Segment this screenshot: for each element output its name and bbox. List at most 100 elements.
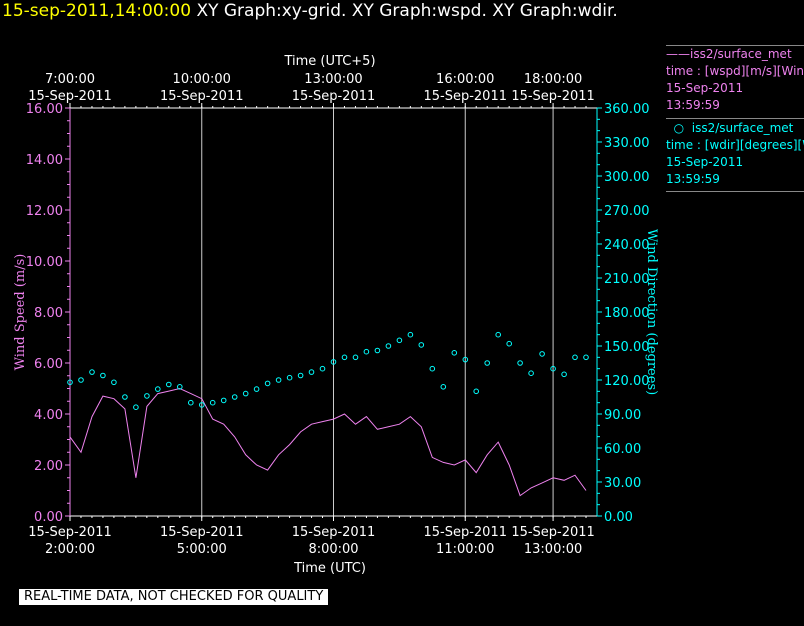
top-tick-time: 18:00:00	[524, 72, 582, 87]
wind-direction-point	[484, 360, 491, 366]
legend-wdir-time: 13:59:59	[666, 172, 720, 186]
wind-speed-series	[69, 387, 587, 497]
wind-direction-point	[199, 402, 205, 408]
wind-direction-point	[561, 371, 567, 378]
bottom-tick-date: 15-Sep-2011	[160, 525, 244, 540]
bottom-tick-time: 8:00:00	[308, 542, 358, 557]
legend-divider	[666, 191, 804, 192]
left-tick-label: 14.00	[26, 153, 63, 168]
wind-direction-point	[495, 331, 502, 338]
wind-direction-point	[308, 369, 315, 375]
right-tick-label: 360.00	[604, 102, 650, 117]
left-tick-label: 16.00	[26, 102, 63, 117]
wind-speed-line	[69, 387, 587, 497]
bottom-tick-time: 11:00:00	[436, 542, 494, 557]
wind-direction-point	[166, 381, 172, 388]
top-tick-date: 15-Sep-2011	[160, 89, 244, 104]
wind-direction-point	[550, 365, 556, 372]
right-tick-label: 210.00	[604, 272, 650, 287]
right-tick-label: 30.00	[604, 476, 641, 491]
bottom-tick-time: 5:00:00	[177, 542, 227, 557]
top-x-axis: 7:00:00 15-Sep-2011 10:00:00 15-Sep-2011 13:…	[28, 72, 595, 108]
wind-direction-point	[67, 379, 73, 386]
bottom-tick-date: 15-Sep-2011	[511, 525, 595, 540]
wind-direction-point	[330, 359, 337, 365]
wind-direction-point	[89, 369, 95, 375]
right-tick-label: 240.00	[604, 238, 650, 253]
right-tick-label: 180.00	[604, 306, 650, 321]
wind-direction-point	[144, 393, 150, 399]
wind-direction-point	[374, 347, 381, 354]
wind-direction-point	[319, 365, 326, 372]
wind-direction-point	[122, 394, 128, 400]
wind-direction-point	[462, 356, 469, 363]
wind-direction-point	[341, 354, 348, 361]
right-tick-label: 300.00	[604, 170, 650, 185]
wind-direction-point	[231, 394, 238, 400]
left-tick-label: 6.00	[34, 357, 63, 372]
wind-direction-point	[209, 399, 216, 406]
wind-direction-point	[418, 342, 425, 348]
wind-direction-series	[67, 331, 589, 411]
left-tick-label: 10.00	[26, 255, 63, 270]
wind-direction-point	[286, 374, 293, 381]
legend-wind-direction: ○ iss2/surface_met time : [wdir][degrees…	[666, 120, 804, 188]
wind-direction-point	[78, 377, 84, 383]
right-tick-label: 270.00	[604, 204, 650, 219]
left-tick-label: 2.00	[34, 459, 63, 474]
grid-lines	[69, 108, 554, 516]
legend-wspd-variable: time : [wspd][m/s][Wind Speed]	[666, 64, 804, 78]
legend-wspd-name: ——iss2/surface_met	[666, 47, 792, 61]
legend-wdir-variable: time : [wdir][degrees][Wind Direction]	[666, 138, 804, 152]
right-axis-title: Wind Direction (degrees)	[644, 229, 659, 395]
left-y-axis: 0.00 2.00 4.00 6.00 8.00 10.00 12.00 14.00 16.00	[26, 102, 70, 525]
right-tick-label: 150.00	[604, 340, 650, 355]
wind-direction-point	[188, 399, 194, 406]
bottom-axis-title: Time (UTC)	[293, 561, 366, 576]
left-tick-label: 12.00	[26, 204, 63, 219]
wind-direction-point	[572, 354, 578, 361]
wind-direction-point	[242, 390, 249, 397]
wind-direction-point	[220, 397, 227, 404]
top-tick-time: 7:00:00	[45, 72, 95, 87]
top-tick-date: 15-Sep-2011	[28, 89, 112, 104]
bottom-tick-date: 15-Sep-2011	[28, 525, 112, 540]
header-titles: XY Graph:xy-grid. XY Graph:wspd. XY Grap…	[196, 1, 618, 21]
wind-direction-point	[111, 379, 117, 386]
top-tick-date: 15-Sep-2011	[292, 89, 376, 104]
wind-direction-point	[297, 372, 304, 379]
right-tick-label: 330.00	[604, 136, 650, 151]
left-tick-label: 8.00	[34, 306, 63, 321]
right-y-axis: 0.00 30.00 60.00 90.00 120.00 150.00 180.00 210…	[597, 102, 650, 525]
wind-direction-point	[451, 350, 458, 356]
top-tick-time: 10:00:00	[173, 72, 231, 87]
right-tick-label: 0.00	[604, 510, 633, 525]
wind-direction-point	[583, 354, 589, 361]
bottom-tick-date: 15-Sep-2011	[292, 525, 376, 540]
top-axis-title: Time (UTC+5)	[283, 54, 375, 69]
legend-wdir-date: 15-Sep-2011	[666, 155, 744, 169]
top-tick-date: 15-Sep-2011	[423, 89, 507, 104]
wind-direction-point	[473, 388, 480, 395]
wind-direction-point	[100, 372, 106, 379]
wind-direction-point	[396, 337, 403, 344]
legend-divider	[666, 118, 804, 119]
left-tick-label: 4.00	[34, 408, 63, 423]
wind-direction-point	[155, 386, 161, 392]
wind-direction-point	[517, 360, 523, 366]
legend-wspd-date: 15-Sep-2011	[666, 81, 744, 95]
left-axis-title: Wind Speed (m/s)	[13, 254, 28, 371]
legend-wind-speed: ——iss2/surface_met time : [wspd][m/s][Wi…	[666, 46, 804, 114]
wind-direction-point	[352, 354, 359, 361]
wind-direction-point	[264, 380, 271, 387]
right-tick-label: 90.00	[604, 408, 641, 423]
left-tick-label: 0.00	[34, 510, 63, 525]
bottom-tick-time: 2:00:00	[45, 542, 95, 557]
wind-direction-point	[363, 348, 370, 355]
wind-direction-point	[253, 386, 260, 392]
top-tick-date: 15-Sep-2011	[511, 89, 595, 104]
wind-direction-point	[177, 384, 183, 390]
header-timestamp: 15-sep-2011,14:00:00	[2, 1, 192, 21]
wind-direction-point	[275, 377, 282, 383]
